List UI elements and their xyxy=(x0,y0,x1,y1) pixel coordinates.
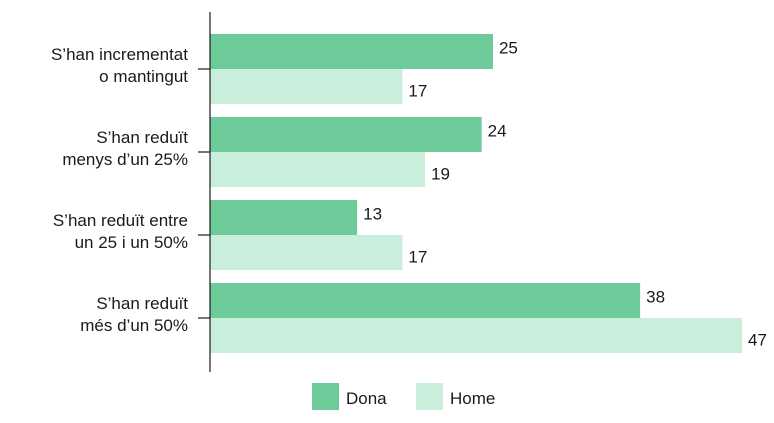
data-label: 19 xyxy=(431,165,450,184)
bar-home xyxy=(210,152,426,187)
category-label: un 25 i un 50% xyxy=(75,233,188,252)
bar-home xyxy=(210,69,403,104)
y-axis-ticks xyxy=(198,68,210,319)
bar-dona xyxy=(210,283,641,318)
category-label: menys d’un 25% xyxy=(62,150,188,169)
data-label: 17 xyxy=(408,248,427,267)
bar-home xyxy=(210,235,403,270)
data-label: 47 xyxy=(748,331,767,350)
bars-group xyxy=(210,34,742,353)
category-label: S’han reduït entre xyxy=(53,211,188,230)
category-label: S’han incrementat xyxy=(51,45,188,64)
data-label: 24 xyxy=(488,122,507,141)
data-label: 38 xyxy=(646,288,665,307)
bar-dona xyxy=(210,34,493,69)
bar-home xyxy=(210,318,742,353)
labels-group: S’han incrementat o mantingut 25 17 S’han re… xyxy=(51,39,767,350)
legend-label-home: Home xyxy=(450,389,495,408)
legend-swatch-home xyxy=(416,383,443,410)
category-label: S’han reduït xyxy=(96,294,188,313)
data-label: 13 xyxy=(363,205,382,224)
legend-label-dona: Dona xyxy=(346,389,387,408)
legend-swatch-dona xyxy=(312,383,339,410)
data-label: 17 xyxy=(408,82,427,101)
category-label: S’han reduït xyxy=(96,128,188,147)
data-label: 25 xyxy=(499,39,518,58)
category-label: més d’un 50% xyxy=(80,316,188,335)
bar-dona xyxy=(210,200,358,235)
legend: Dona Home xyxy=(312,383,495,410)
bar-dona xyxy=(210,117,482,152)
category-label: o mantingut xyxy=(99,67,188,86)
